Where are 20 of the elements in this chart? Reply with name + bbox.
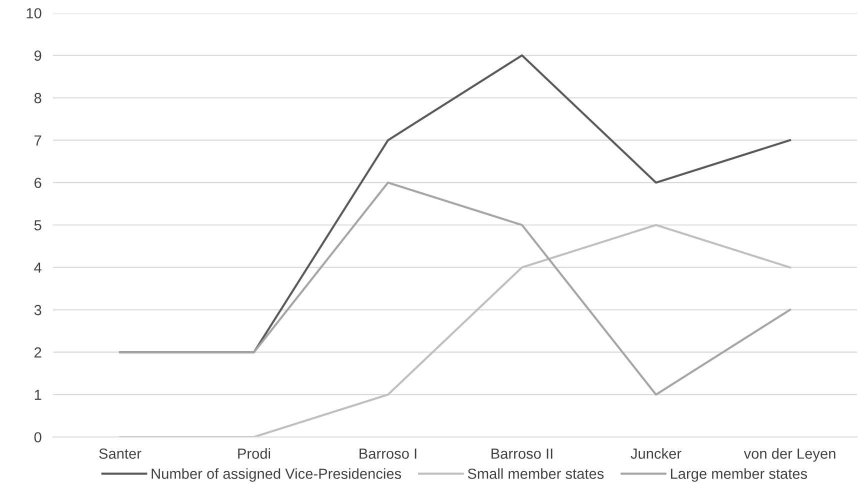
y-tick-label: 2 bbox=[34, 347, 42, 358]
y-tick-label: 8 bbox=[34, 92, 42, 104]
x-tick-label: von der Leyen bbox=[744, 448, 836, 462]
y-tick-label: 1 bbox=[34, 390, 42, 400]
x-tick-label: Juncker bbox=[630, 448, 682, 459]
y-tick-label: 3 bbox=[34, 304, 42, 316]
legend-label: Large member states bbox=[670, 468, 808, 482]
x-tick-label: Santer bbox=[99, 448, 142, 459]
y-tick-label: 4 bbox=[34, 262, 42, 273]
y-tick-label: 5 bbox=[34, 220, 42, 230]
x-tick-label: Barroso II bbox=[492, 448, 552, 459]
x-tick-label: Barroso I bbox=[360, 448, 416, 459]
x-tick-label: Prodi bbox=[238, 448, 270, 459]
y-tick-label: 0 bbox=[34, 432, 42, 442]
y-tick-label: 9 bbox=[34, 50, 42, 61]
y-tick-label: 6 bbox=[34, 178, 42, 188]
y-tick-label: 10 bbox=[26, 8, 42, 18]
legend-label: Small member states bbox=[468, 468, 604, 479]
legend-label: Number of assigned Vice-Presidencies bbox=[152, 468, 402, 482]
y-tick-label: 7 bbox=[34, 135, 42, 146]
